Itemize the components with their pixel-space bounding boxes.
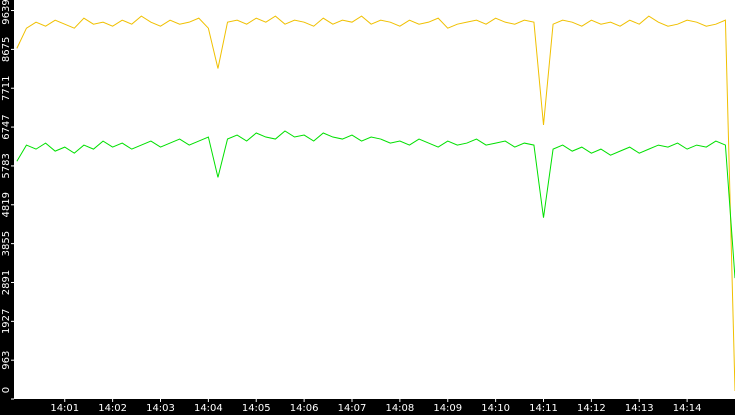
x-tick-label: 14:02	[98, 403, 127, 414]
y-tick-label: 4819	[1, 192, 12, 217]
x-tick-label: 14:10	[481, 403, 510, 414]
series-line	[16, 15, 735, 391]
y-tick-label: 9639	[1, 0, 12, 25]
x-axis-strip	[0, 399, 735, 415]
y-axis-strip	[0, 0, 14, 415]
x-tick-label: 14:04	[194, 403, 223, 414]
x-tick-label: 14:06	[290, 403, 319, 414]
x-tick-label: 14:11	[529, 403, 558, 414]
x-tick-label: 14:12	[577, 403, 606, 414]
x-tick-label: 14:03	[146, 403, 175, 414]
y-tick-label: 1927	[1, 309, 12, 334]
y-tick-label: 963	[1, 351, 12, 370]
y-tick-label: 7711	[1, 75, 12, 100]
x-tick-label: 14:07	[338, 403, 367, 414]
x-tick-label: 14:09	[433, 403, 462, 414]
x-tick-label: 14:14	[673, 403, 702, 414]
x-tick-label: 14:13	[625, 403, 654, 414]
x-tick-label: 14:01	[50, 403, 79, 414]
series-line	[16, 130, 735, 279]
y-tick-label: 8675	[1, 37, 12, 62]
x-tick-label: 14:08	[385, 403, 414, 414]
y-tick-label: 3855	[1, 231, 12, 256]
y-tick-label: 0	[1, 387, 12, 393]
y-tick-label: 2891	[1, 270, 12, 295]
y-tick-label: 6747	[1, 114, 12, 139]
x-tick-label: 14:05	[242, 403, 271, 414]
y-tick-label: 5783	[1, 153, 12, 178]
